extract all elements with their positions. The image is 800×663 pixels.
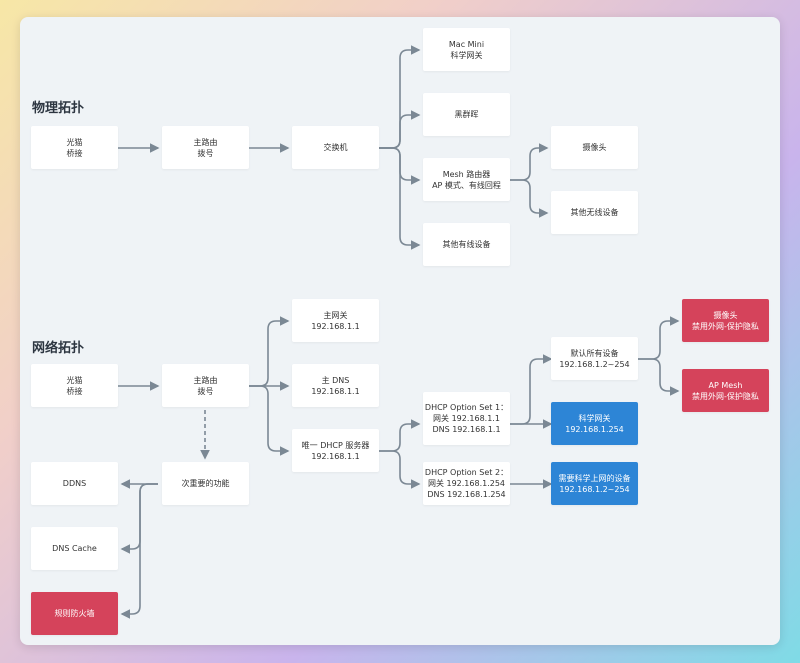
connector-arrow [379, 450, 421, 489]
network-node-dns[interactable]: 主 DNS 192.168.1.1 [292, 364, 379, 407]
connector-arrow [379, 147, 421, 250]
node-label-line: Mac Mini [448, 39, 485, 49]
connector-arrow [248, 316, 290, 387]
node-label-line: 禁用外网-保护隐私 [692, 391, 759, 401]
physical-topology-title: 物理拓扑 [32, 101, 85, 116]
connector-arrow [509, 354, 553, 425]
network-topology-title: 网络拓扑 [32, 341, 85, 356]
connector-arrow [509, 143, 549, 181]
node-label-line: DHCP Option Set 2： [424, 468, 509, 477]
network-node-dhcp[interactable]: 唯一 DHCP 服务器 192.168.1.1 [292, 429, 379, 472]
node-label-line: 禁用外网-保护隐私 [692, 321, 759, 331]
node-label-line: 光猫 [66, 375, 83, 385]
node-label-line: 摄像头 [713, 310, 738, 320]
node-label-line: 拨号 [197, 386, 214, 396]
node-label-line: DNS 192.168.1.1 [432, 425, 501, 434]
physical-node-camera[interactable]: 摄像头 [551, 126, 638, 169]
node-label-line: 192.168.1.1 [311, 451, 360, 461]
physical-node-nas[interactable]: 黑群晖 [423, 93, 510, 136]
node-label-line: Mesh 路由器 [442, 169, 491, 179]
node-label-line: 唯一 DHCP 服务器 [301, 440, 370, 450]
node-label-line: 桥接 [66, 386, 83, 396]
connector-arrow [120, 483, 158, 619]
node-label-line: 192.168.1.2~254 [559, 484, 630, 494]
node-label-line: 其他有线设备 [442, 240, 491, 249]
node-label-line: 拨号 [197, 148, 214, 158]
node-label-line: DDNS [62, 479, 87, 488]
network-node-apmesh[interactable]: AP Mesh 禁用外网-保护隐私 [682, 369, 769, 412]
connector-arrow [379, 110, 421, 149]
physical-node-wireless[interactable]: 其他无线设备 [551, 191, 638, 234]
node-label-line: 默认所有设备 [570, 348, 619, 358]
node-label-line: 192.168.1.2~254 [559, 359, 630, 369]
connector-arrow [379, 45, 421, 149]
network-node-sci_dev[interactable]: 需要科学上网的设备 192.168.1.2~254 [551, 462, 638, 505]
network-node-cam[interactable]: 摄像头 禁用外网-保护隐私 [682, 299, 769, 342]
node-label-line: 其他无线设备 [570, 208, 619, 217]
node-label-line: 192.168.1.1 [311, 321, 360, 331]
connector-arrow [379, 419, 421, 452]
node-label-line: 主网关 [323, 310, 348, 320]
physical-node-modem[interactable]: 光猫 桥接 [31, 126, 118, 169]
node-label-line: 桥接 [66, 148, 83, 158]
node-label-line: 交换机 [323, 143, 348, 152]
physical-node-switch[interactable]: 交换机 [292, 126, 379, 169]
node-label-line: 网关 192.168.1.254 [427, 479, 506, 488]
node-label-line: 主 DNS [321, 375, 350, 385]
connector-arrow [638, 358, 680, 396]
node-label-line: 摄像头 [582, 143, 607, 152]
physical-node-router[interactable]: 主路由 拨号 [162, 126, 249, 169]
node-label-line: 黑群晖 [454, 110, 479, 119]
connector-arrow [638, 316, 680, 360]
node-label-line: 次重要的功能 [181, 479, 230, 488]
network-node-dnscache[interactable]: DNS Cache [31, 527, 118, 570]
node-label-line: DHCP Option Set 1： [424, 403, 509, 412]
network-node-opt2[interactable]: DHCP Option Set 2： 网关 192.168.1.254 DNS 19… [423, 462, 510, 505]
node-label-line: 科学网关 [578, 413, 611, 423]
node-label-line: 光猫 [66, 137, 83, 147]
node-label-line: 规则防火墙 [54, 609, 95, 618]
network-node-secondary[interactable]: 次重要的功能 [162, 462, 249, 505]
network-node-opt1[interactable]: DHCP Option Set 1： 网关 192.168.1.1 DNS 192.… [423, 392, 510, 445]
node-label-line: DNS Cache [52, 544, 97, 553]
node-label-line: AP Mesh [708, 380, 743, 390]
network-node-sci_gw[interactable]: 科学网关 192.168.1.254 [551, 402, 638, 445]
physical-node-macmini[interactable]: Mac Mini 科学网关 [423, 28, 510, 71]
node-label-line: DNS 192.168.1.254 [427, 490, 506, 499]
network-node-ddns[interactable]: DDNS [31, 462, 118, 505]
node-label-line: 主路由 [193, 375, 218, 385]
node-label-line: 192.168.1.1 [311, 386, 360, 396]
physical-node-wired[interactable]: 其他有线设备 [423, 223, 510, 266]
node-label-line: AP 模式、有线回程 [432, 180, 501, 190]
network-node-default[interactable]: 默认所有设备 192.168.1.2~254 [551, 337, 638, 380]
connector-arrow [248, 385, 290, 456]
connector-arrow [509, 179, 549, 218]
network-node-gateway[interactable]: 主网关 192.168.1.1 [292, 299, 379, 342]
node-label-line: 主路由 [193, 137, 218, 147]
node-label-line: 需要科学上网的设备 [558, 473, 631, 483]
node-label-line: 网关 192.168.1.1 [433, 414, 500, 423]
network-node-router[interactable]: 主路由 拨号 [162, 364, 249, 407]
network-node-firewall[interactable]: 规则防火墙 [31, 592, 118, 635]
node-label-line: 科学网关 [450, 50, 483, 60]
physical-node-mesh[interactable]: Mesh 路由器 AP 模式、有线回程 [423, 158, 510, 201]
network-node-modem[interactable]: 光猫 桥接 [31, 364, 118, 407]
node-label-line: 192.168.1.254 [565, 424, 624, 434]
